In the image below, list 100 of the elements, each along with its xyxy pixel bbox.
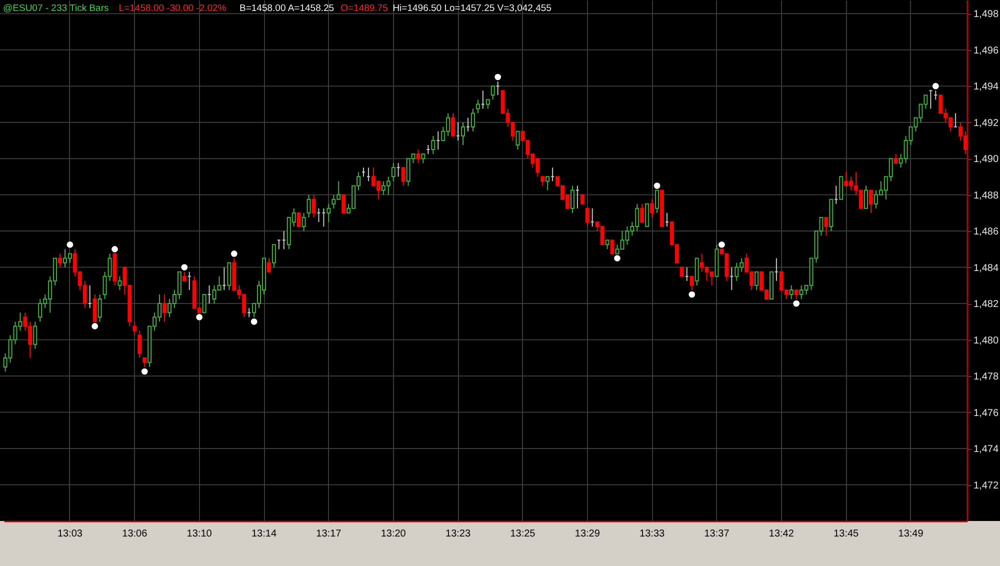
y-tick-label: 1,482 (974, 299, 999, 310)
candlestick (680, 266, 684, 277)
candlestick (868, 190, 873, 214)
point (718, 241, 725, 248)
point (92, 323, 98, 330)
candlestick (118, 276, 122, 290)
candlestick (580, 194, 584, 204)
x-tick-label: 13:33 (640, 528, 666, 540)
candlestick (490, 86, 495, 100)
candlestick (138, 330, 142, 358)
y-tick-label: 1,484 (974, 262, 999, 274)
point (112, 246, 118, 252)
y-tick-label: 1,476 (974, 408, 999, 419)
candlestick (794, 289, 798, 300)
candlestick (272, 244, 276, 268)
y-tick-label: 1,492 (974, 118, 999, 129)
annotation: L=1458.00 -30.00 -2.02% (118, 3, 227, 14)
candlestick (431, 135, 436, 155)
candlestick (227, 262, 232, 290)
y-tick-label: 1,480 (974, 335, 999, 346)
candlestick (461, 122, 466, 146)
candlestick (342, 194, 346, 214)
x-tick-label: 13:45 (834, 528, 860, 540)
candlestick (306, 194, 311, 218)
chart-title: @ESU07 - 233 Tick Bars (3, 3, 109, 14)
point (654, 182, 660, 189)
candlestick (655, 190, 660, 214)
candlestick (302, 212, 306, 232)
candlestick (33, 321, 38, 350)
x-tick-label: 13:17 (316, 528, 342, 540)
candlestick (540, 176, 545, 186)
candlestick (789, 284, 794, 300)
y-tick-label: 1,488 (974, 190, 999, 202)
candlestick (645, 203, 650, 228)
candlestick (162, 294, 166, 322)
annotation: O=1489.75 (340, 3, 388, 14)
candlestick (92, 294, 97, 322)
candlestick (416, 149, 420, 164)
candlestick (182, 271, 186, 282)
point (614, 255, 620, 262)
x-tick-label: 13:42 (768, 528, 794, 540)
candlestick (894, 154, 898, 164)
point (141, 368, 148, 375)
candlestick (610, 240, 614, 254)
point (66, 241, 74, 248)
candlestick (839, 176, 844, 200)
candlestick (451, 112, 456, 136)
candlestick (58, 253, 62, 268)
candlestick (824, 216, 828, 236)
y-tick-label: 1,474 (974, 444, 999, 456)
x-tick-label: 13:23 (446, 528, 471, 540)
x-tick-label: 13:10 (186, 528, 212, 540)
candlestick (470, 108, 475, 132)
point (932, 82, 939, 90)
point (196, 314, 202, 320)
x-tick-label: 13:49 (898, 528, 924, 540)
candlestick (585, 208, 590, 228)
candlestick (640, 203, 644, 222)
candlestick (98, 294, 102, 322)
annotation: B=1458.00 A=1458.25 (240, 3, 334, 14)
point (494, 74, 501, 80)
y-tick-label: 1,494 (974, 82, 999, 93)
point (230, 250, 238, 257)
candlestick (516, 130, 520, 150)
x-tick-label: 13:06 (122, 528, 148, 540)
y-tick-label: 1,478 (974, 372, 999, 383)
y-tick-label: 1,490 (974, 154, 999, 166)
candlestick (266, 258, 271, 272)
x-tick-label: 13:37 (704, 528, 730, 540)
candlestick (421, 154, 426, 164)
point (688, 291, 696, 298)
x-tick-label: 13:20 (380, 528, 406, 540)
annotation: Hi=1496.50 Lo=1457.25 V=3,042,455 (392, 3, 552, 14)
candlestick (486, 99, 490, 110)
candlestick (132, 321, 137, 336)
x-tick-label: 13:14 (251, 528, 277, 540)
candlestick (546, 176, 550, 191)
x-tick-label: 13:29 (574, 528, 600, 540)
candlestick (694, 258, 699, 286)
y-tick-label: 1,472 (974, 480, 999, 492)
candlestick (326, 203, 331, 222)
candlestick (202, 294, 206, 314)
candlestick (864, 185, 868, 209)
candlestick (476, 99, 480, 114)
x-tick-label: 13:25 (510, 528, 536, 540)
candlestick (605, 240, 610, 250)
candlestick (754, 271, 759, 290)
y-tick-label: 1,486 (974, 226, 999, 238)
candlestick (401, 167, 406, 186)
point (250, 318, 258, 325)
point (793, 300, 800, 307)
y-tick-label: 1,498 (974, 9, 999, 20)
point (181, 264, 188, 270)
candlestick (650, 198, 654, 218)
y-tick-label: 1,496 (974, 45, 999, 56)
x-tick-label: 13:03 (57, 528, 83, 540)
candlestick (690, 276, 694, 290)
candlestick (570, 185, 574, 214)
candlestick (296, 212, 301, 228)
candlestick (391, 162, 396, 182)
